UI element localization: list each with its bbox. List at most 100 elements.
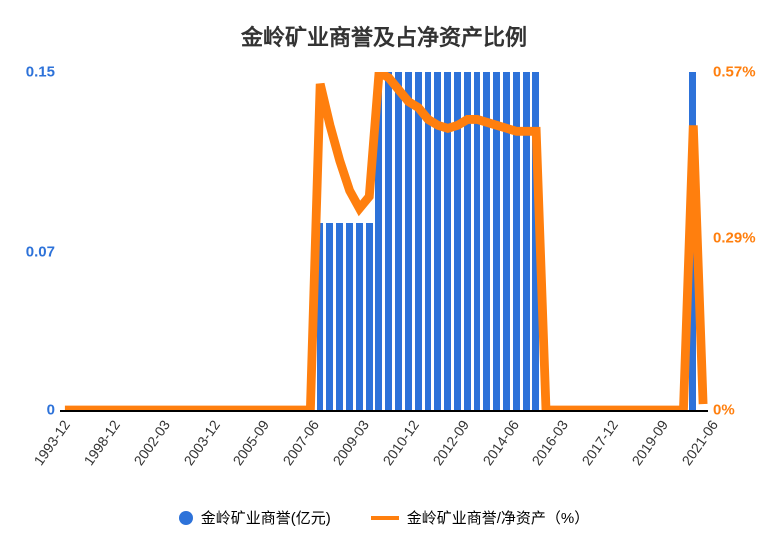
x-tick: 2002-03 [130,417,173,468]
x-tick: 2019-09 [629,417,672,468]
bar-slot [109,72,119,410]
bar-slot [119,72,129,410]
bar-slot [148,72,158,410]
x-tick: 2003-12 [180,417,223,468]
bar-slot [364,72,374,410]
bar-slot [443,72,453,410]
bar [326,223,333,410]
bar-slot [384,72,394,410]
bar-slot [521,72,531,410]
y-left-tick: 0 [47,402,55,419]
bar-slot [188,72,198,410]
bar-slot [256,72,266,410]
x-tick: 2014-06 [479,417,522,468]
bar-slot [531,72,541,410]
bar [425,72,432,410]
bar [395,72,402,410]
legend-item-line: 金岭矿业商誉/净资产（%） [371,507,590,528]
bar [483,72,490,410]
bar [415,72,422,410]
y-axis-right: 0%0.29%0.57% [713,72,768,410]
legend: 金岭矿业商誉(亿元) 金岭矿业商誉/净资产（%） [60,507,708,528]
bar [503,72,510,410]
bar-slot [178,72,188,410]
bar-slot [266,72,276,410]
bars-group [60,72,708,410]
x-tick: 2005-09 [230,417,273,468]
bar [464,72,471,410]
y-axis-left: 00.070.15 [10,72,55,410]
bar [375,72,382,410]
bar [434,72,441,410]
bar-slot [315,72,325,410]
bar [356,223,363,410]
bar [513,72,520,410]
x-tick: 2009-03 [330,417,373,468]
bar-slot [60,72,70,410]
bar-slot [305,72,315,410]
circle-icon [179,511,193,525]
x-tick: 2021-06 [679,417,722,468]
bar-slot [678,72,688,410]
legend-line-label: 金岭矿业商誉/净资产（%） [407,507,590,528]
bar-slot [345,72,355,410]
bar-slot [237,72,247,410]
bar-slot [286,72,296,410]
bar-slot [394,72,404,410]
bar-slot [502,72,512,410]
bar-slot [246,72,256,410]
bar [405,72,412,410]
bar-slot [168,72,178,410]
bar-slot [433,72,443,410]
bar [366,223,373,410]
bar-slot [354,72,364,410]
bar [532,72,539,410]
bar-slot [698,72,708,410]
x-tick: 2007-06 [280,417,323,468]
bar [474,72,481,410]
bar-slot [600,72,610,410]
bar-slot [570,72,580,410]
bar-slot [423,72,433,410]
y-left-tick: 0.07 [26,244,55,261]
bar-slot [80,72,90,410]
bar-slot [541,72,551,410]
bar-slot [413,72,423,410]
bar-slot [89,72,99,410]
bar [444,72,451,410]
bar-slot [335,72,345,410]
bar-slot [511,72,521,410]
bar [346,223,353,410]
x-axis: 1993-121998-122002-032003-122005-092007-… [60,417,708,497]
bar-slot [590,72,600,410]
x-tick: 2010-12 [379,417,422,468]
bar-slot [649,72,659,410]
legend-bar-label: 金岭矿业商誉(亿元) [201,507,331,528]
bar-slot [227,72,237,410]
bar-slot [492,72,502,410]
x-tick: 2016-03 [529,417,572,468]
bar-slot [639,72,649,410]
bar-slot [70,72,80,410]
bar-slot [482,72,492,410]
bar-slot [688,72,698,410]
bar-slot [619,72,629,410]
y-right-tick: 0.29% [713,230,756,247]
bar-slot [659,72,669,410]
bar-slot [560,72,570,410]
x-tick: 1993-12 [31,417,74,468]
chart-title: 金岭矿业商誉及占净资产比例 [60,20,708,52]
bar-slot [668,72,678,410]
bar-slot [551,72,561,410]
bar [336,223,343,410]
bar-slot [207,72,217,410]
bar [454,72,461,410]
bar-slot [276,72,286,410]
bar-slot [610,72,620,410]
bar-slot [217,72,227,410]
legend-item-bar: 金岭矿业商誉(亿元) [179,507,331,528]
x-tick: 2017-12 [579,417,622,468]
x-tick: 1998-12 [80,417,123,468]
x-tick: 2012-09 [429,417,472,468]
chart-container: 金岭矿业商誉及占净资产比例 00.070.15 0%0.29%0.57% 199… [0,0,768,540]
